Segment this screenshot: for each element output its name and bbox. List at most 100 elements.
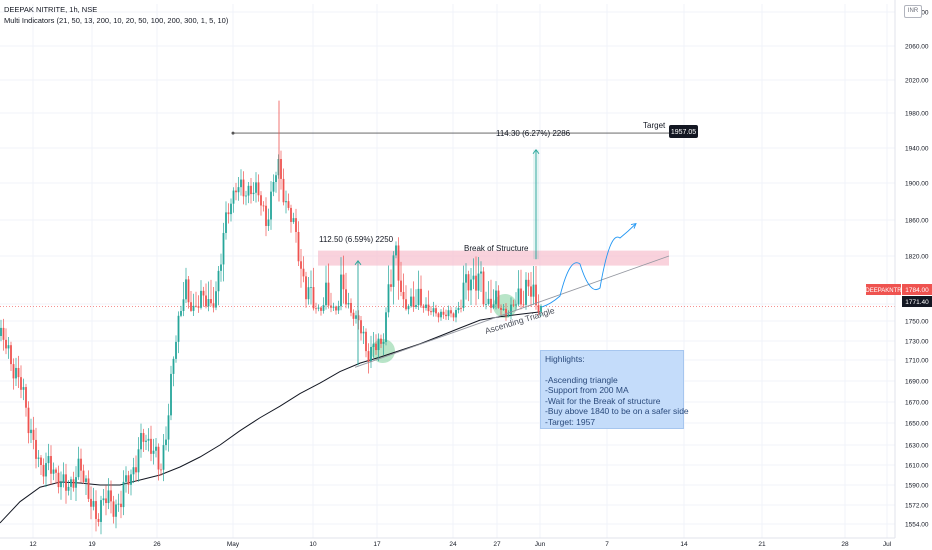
candlestick-series bbox=[0, 100, 542, 535]
chart-legend: DEEPAK NITRITE, 1h, NSE Multi Indicators… bbox=[4, 4, 228, 26]
candle-body bbox=[0, 327, 2, 336]
candle-body bbox=[517, 288, 520, 305]
symbol-title[interactable]: DEEPAK NITRITE, 1h, NSE bbox=[4, 5, 98, 14]
measure-top-label: 114.30 (6.27%) 2286 bbox=[496, 129, 571, 138]
x-tick-label: 19 bbox=[88, 541, 96, 548]
x-tick-label: 27 bbox=[493, 541, 501, 548]
candle-body bbox=[462, 282, 465, 308]
candle-body bbox=[470, 279, 472, 291]
candle-body bbox=[430, 311, 432, 313]
candle-body bbox=[415, 305, 417, 307]
candle-body bbox=[60, 482, 62, 488]
y-tick-label: 1730.00 bbox=[905, 339, 929, 346]
candle-body bbox=[300, 261, 302, 269]
candle-body bbox=[245, 195, 247, 197]
candle-body bbox=[247, 185, 250, 196]
candle-body bbox=[345, 289, 347, 305]
candle-body bbox=[12, 364, 15, 379]
y-tick-label: 1670.00 bbox=[905, 400, 929, 407]
candle-body bbox=[57, 472, 60, 488]
candle-body bbox=[277, 158, 280, 176]
candle-body bbox=[537, 305, 540, 312]
indicator-title[interactable]: Multi Indicators (21, 50, 13, 200, 10, 2… bbox=[4, 16, 229, 25]
candle-body bbox=[212, 303, 215, 308]
candle-body bbox=[17, 367, 20, 378]
candle-body bbox=[55, 469, 57, 473]
candle-body bbox=[255, 182, 257, 193]
candle-body bbox=[142, 433, 145, 442]
y-tick-label: 1554.00 bbox=[905, 522, 929, 529]
candle-body bbox=[250, 185, 252, 195]
candle-body bbox=[492, 304, 495, 308]
candle-body bbox=[107, 490, 110, 504]
candle-body bbox=[472, 275, 475, 280]
y-tick-label: 1590.00 bbox=[905, 483, 929, 490]
currency-badge[interactable]: INR bbox=[904, 5, 922, 18]
candle-body bbox=[487, 298, 490, 305]
candle-body bbox=[532, 284, 535, 297]
candle-body bbox=[85, 478, 87, 483]
target-label: Target bbox=[643, 121, 666, 130]
candle-body bbox=[62, 474, 65, 483]
candle-body bbox=[280, 158, 282, 179]
candle-body bbox=[442, 311, 445, 315]
target-price-tag-bg bbox=[669, 125, 698, 138]
candle-body bbox=[360, 320, 362, 334]
candle-body bbox=[135, 467, 137, 473]
measure-top-arrow bbox=[532, 149, 540, 155]
highlight-item: -Buy above 1840 to be on a safer side bbox=[545, 406, 689, 416]
candle-body bbox=[125, 475, 127, 482]
projection-path bbox=[541, 223, 637, 308]
candle-body bbox=[150, 438, 152, 454]
candle-body bbox=[497, 290, 500, 308]
candle-body bbox=[407, 306, 410, 310]
candle-body bbox=[270, 191, 272, 220]
candle-body bbox=[312, 287, 315, 309]
candle-body bbox=[200, 290, 202, 308]
candle-body bbox=[140, 433, 142, 450]
candle-body bbox=[390, 284, 392, 287]
candle-body bbox=[422, 305, 425, 308]
candle-body bbox=[130, 474, 132, 485]
candle-body bbox=[175, 341, 177, 359]
candle-body bbox=[315, 308, 317, 310]
candle-body bbox=[197, 306, 200, 308]
candle-body bbox=[452, 313, 455, 318]
x-tick-label: 24 bbox=[449, 541, 457, 548]
candle-body bbox=[410, 296, 412, 307]
candle-body bbox=[47, 456, 50, 464]
candle-body bbox=[305, 276, 307, 300]
candle-body bbox=[20, 377, 22, 390]
x-tick-label: Jun bbox=[535, 541, 546, 548]
candle-body bbox=[275, 175, 277, 182]
y-tick-label: 2020.00 bbox=[905, 78, 929, 85]
candle-body bbox=[490, 298, 492, 308]
candle-body bbox=[170, 373, 172, 416]
candle-body bbox=[147, 438, 150, 441]
x-tick-label: 14 bbox=[680, 541, 688, 548]
y-tick-label: 1710.00 bbox=[905, 358, 929, 365]
candle-body bbox=[230, 203, 232, 215]
candle-body bbox=[432, 308, 435, 313]
candle-body bbox=[282, 178, 285, 203]
y-tick-label: 1610.00 bbox=[905, 463, 929, 470]
candle-body bbox=[37, 457, 40, 459]
y-tick-label: 1690.00 bbox=[905, 379, 929, 386]
candle-body bbox=[77, 458, 80, 478]
candle-body bbox=[335, 306, 337, 311]
y-tick-label: 1750.00 bbox=[905, 319, 929, 326]
candle-body bbox=[215, 291, 217, 308]
candle-body bbox=[342, 274, 345, 290]
candle-body bbox=[302, 268, 305, 277]
candle-body bbox=[292, 218, 295, 222]
candle-body bbox=[482, 271, 485, 305]
candle-body bbox=[437, 313, 440, 318]
candle-body bbox=[522, 304, 525, 306]
candle-body bbox=[222, 232, 225, 265]
candle-body bbox=[485, 304, 487, 305]
candle-body bbox=[227, 212, 230, 215]
candle-body bbox=[337, 306, 340, 311]
candle-body bbox=[157, 446, 160, 470]
